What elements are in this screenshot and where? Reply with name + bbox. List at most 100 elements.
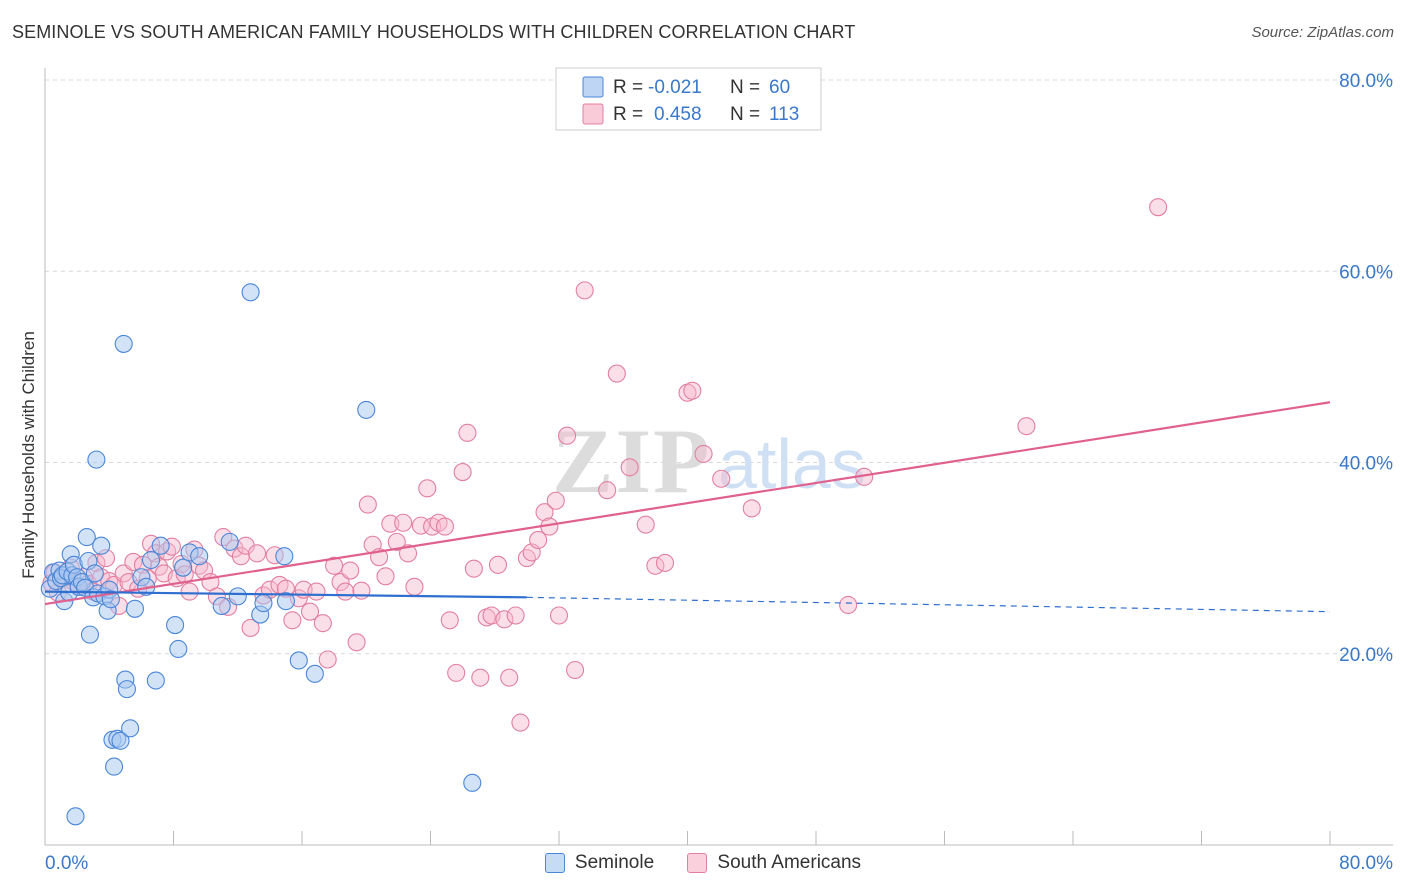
south-americans-point (440, 611, 459, 630)
seminole-point (254, 594, 273, 613)
south-americans-point (506, 606, 525, 625)
seminole-points (40, 283, 482, 826)
seminole-point (276, 592, 295, 611)
seminole-point (357, 400, 376, 419)
y-tick-label: 60.0% (1339, 262, 1393, 283)
seminole-point (92, 536, 111, 555)
south-americans-point (283, 611, 302, 630)
south-americans-point (458, 423, 477, 442)
y-axis-title: Family Households with Children (19, 331, 38, 579)
y-tick-label: 20.0% (1339, 645, 1393, 666)
seminole-point (85, 564, 104, 583)
legend-sa-n-value: 113 (769, 104, 799, 125)
seminole-point (105, 757, 124, 776)
seminole-trend-line (44, 590, 527, 599)
south-americans-point (300, 602, 320, 621)
south-americans-point (376, 567, 395, 586)
seminole-point (190, 547, 209, 566)
south-americans-point (347, 633, 366, 652)
seminole-point (114, 334, 133, 353)
legend-bottom-sa: South Americans (687, 852, 861, 874)
legend-seminole-swatch (582, 76, 604, 98)
legend-sa-r-value: 0.458 (654, 104, 702, 125)
south-americans-point (546, 491, 565, 510)
seminole-point (174, 558, 193, 577)
south-americans-point (464, 559, 483, 578)
south-americans-point (307, 582, 326, 601)
seminole-point (289, 651, 308, 670)
legend-bottom: Seminole South Americans (0, 852, 1406, 879)
south-americans-point (358, 495, 377, 514)
south-americans-point (471, 668, 490, 687)
south-americans-point (1017, 417, 1036, 436)
south-americans-point (318, 650, 337, 669)
south-americans-point (418, 479, 437, 498)
legend-seminole-n-value: 60 (769, 77, 790, 98)
seminole-point (121, 719, 140, 738)
south-americans-point (405, 577, 424, 596)
seminole-point (87, 450, 106, 469)
source-label: Source: ZipAtlas.com (1251, 24, 1394, 41)
legend-bottom-seminole-swatch (544, 853, 565, 873)
legend-sa-n-label: N = (730, 104, 760, 125)
seminole-point (111, 731, 130, 750)
south-americans-point (712, 469, 731, 488)
seminole-point (125, 599, 144, 618)
legend-top: R = -0.021 N = 60 R = 0.458 N = 113 (555, 67, 822, 131)
chart-title: SEMINOLE VS SOUTH AMERICAN FAMILY HOUSEH… (12, 22, 856, 42)
south-americans-point (1149, 198, 1168, 217)
south-americans-point (529, 530, 548, 550)
south-americans-point (447, 663, 466, 682)
south-americans-point (655, 553, 675, 572)
south-americans-point (549, 606, 569, 625)
south-americans-point (511, 713, 530, 732)
south-americans-point (341, 561, 360, 580)
south-americans-point (500, 668, 519, 687)
watermark-zip: ZIP (552, 410, 711, 512)
south-americans-point (607, 364, 626, 383)
south-americans-point (381, 514, 400, 533)
south-americans-point (566, 660, 585, 680)
south-americans-point (394, 513, 413, 532)
south-americans-point (683, 381, 702, 400)
south-americans-point (620, 458, 639, 477)
south-americans-point (247, 544, 267, 563)
grid-lines (45, 79, 1393, 655)
seminole-point (141, 550, 161, 570)
legend-bottom-seminole-label: Seminole (574, 852, 655, 873)
south-americans-point (694, 444, 713, 463)
south-americans-point (839, 595, 858, 615)
seminole-point (166, 616, 185, 635)
south-americans-point (398, 544, 418, 563)
seminole-point (275, 547, 294, 566)
south-americans-point (488, 555, 508, 574)
seminole-point (220, 532, 239, 551)
x-tick-label-min: 0.0% (45, 853, 88, 874)
south-americans-point (241, 618, 260, 637)
legend-bottom-sa-swatch (687, 853, 708, 873)
watermark-atlas: atlas (718, 425, 866, 503)
legend-seminole-r-value: -0.021 (648, 77, 702, 98)
south-americans-point (636, 515, 655, 534)
legend-bottom-sa-label: South Americans (717, 852, 862, 873)
south-americans-point (517, 549, 536, 568)
seminole-point (212, 596, 231, 615)
legend-sa-swatch (582, 103, 604, 125)
south-americans-point (180, 582, 199, 601)
south-americans-point (336, 582, 355, 601)
south-americans-point (535, 503, 554, 522)
south-americans-point (557, 426, 577, 445)
legend-seminole-r-label: R = (613, 77, 643, 98)
south-americans-point (575, 281, 594, 300)
seminole-point (241, 283, 260, 302)
seminole-point (228, 587, 247, 606)
south-americans-point (742, 499, 761, 518)
seminole-point (305, 664, 324, 683)
legend-bottom-seminole: Seminole (544, 852, 655, 874)
seminole-point (146, 671, 165, 690)
south-americans-point (495, 610, 514, 629)
y-tick-label: 40.0% (1339, 454, 1393, 475)
legend-seminole-n-label: N = (730, 77, 760, 98)
seminole-point (80, 625, 100, 644)
